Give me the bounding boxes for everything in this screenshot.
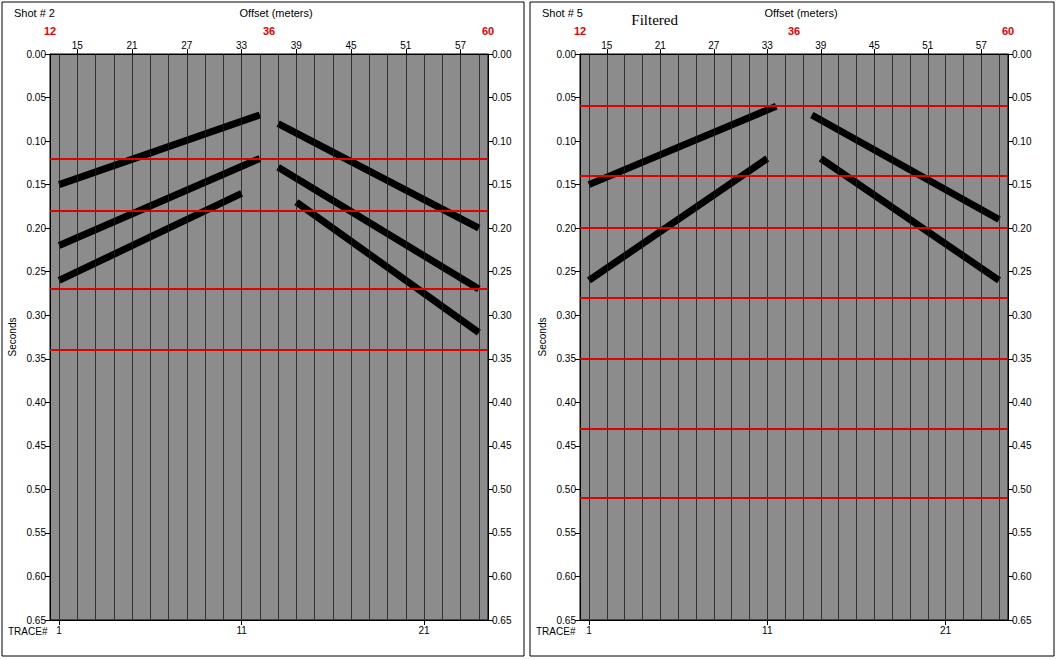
svg-text:33: 33 xyxy=(762,40,774,51)
svg-text:36: 36 xyxy=(788,25,800,37)
svg-text:0.30: 0.30 xyxy=(492,310,512,321)
svg-text:0.05: 0.05 xyxy=(27,92,47,103)
svg-text:0.55: 0.55 xyxy=(492,527,512,538)
svg-text:Offset (meters): Offset (meters) xyxy=(765,7,838,19)
svg-text:21: 21 xyxy=(940,625,952,636)
svg-text:11: 11 xyxy=(762,625,773,636)
svg-text:0.60: 0.60 xyxy=(1012,571,1032,582)
svg-text:1: 1 xyxy=(586,625,592,636)
svg-text:0.60: 0.60 xyxy=(557,571,577,582)
svg-text:0.25: 0.25 xyxy=(27,266,47,277)
svg-text:0.50: 0.50 xyxy=(492,484,512,495)
svg-text:0.45: 0.45 xyxy=(492,440,512,451)
svg-text:1: 1 xyxy=(56,625,62,636)
svg-text:0.15: 0.15 xyxy=(557,179,577,190)
svg-text:0.15: 0.15 xyxy=(27,179,47,190)
svg-text:60: 60 xyxy=(482,25,494,37)
svg-text:0.20: 0.20 xyxy=(1012,223,1032,234)
svg-text:0.05: 0.05 xyxy=(1012,92,1032,103)
svg-text:0.15: 0.15 xyxy=(492,179,512,190)
svg-text:0.40: 0.40 xyxy=(492,397,512,408)
svg-text:0.05: 0.05 xyxy=(557,92,577,103)
svg-text:0.60: 0.60 xyxy=(27,571,47,582)
svg-text:60: 60 xyxy=(1002,25,1014,37)
svg-text:0.20: 0.20 xyxy=(557,223,577,234)
svg-text:Offset (meters): Offset (meters) xyxy=(240,7,313,19)
svg-text:0.30: 0.30 xyxy=(1012,310,1032,321)
svg-text:36: 36 xyxy=(263,25,275,37)
svg-text:0.50: 0.50 xyxy=(557,484,577,495)
svg-text:Shot # 5: Shot # 5 xyxy=(542,7,583,19)
svg-text:0.25: 0.25 xyxy=(492,266,512,277)
svg-text:0.65: 0.65 xyxy=(557,615,577,626)
svg-text:Seconds: Seconds xyxy=(537,318,548,357)
svg-text:0.00: 0.00 xyxy=(27,49,47,60)
svg-text:0.35: 0.35 xyxy=(27,353,47,364)
svg-text:0.35: 0.35 xyxy=(492,353,512,364)
svg-text:TRACE#: TRACE# xyxy=(8,626,48,637)
svg-text:15: 15 xyxy=(72,40,84,51)
svg-text:0.65: 0.65 xyxy=(492,615,512,626)
svg-text:0.00: 0.00 xyxy=(492,49,512,60)
svg-text:0.30: 0.30 xyxy=(27,310,47,321)
svg-text:12: 12 xyxy=(44,25,56,37)
svg-text:0.45: 0.45 xyxy=(27,440,47,451)
svg-text:Shot # 2: Shot # 2 xyxy=(14,7,55,19)
svg-text:21: 21 xyxy=(655,40,667,51)
svg-text:0.10: 0.10 xyxy=(557,136,577,147)
svg-text:15: 15 xyxy=(601,40,613,51)
svg-text:27: 27 xyxy=(708,40,720,51)
svg-text:0.20: 0.20 xyxy=(27,223,47,234)
svg-text:0.05: 0.05 xyxy=(492,92,512,103)
svg-text:57: 57 xyxy=(455,40,467,51)
svg-text:0.40: 0.40 xyxy=(557,397,577,408)
svg-text:0.50: 0.50 xyxy=(1012,484,1032,495)
svg-text:0.10: 0.10 xyxy=(1012,136,1032,147)
svg-text:0.15: 0.15 xyxy=(1012,179,1032,190)
svg-text:0.65: 0.65 xyxy=(27,615,47,626)
svg-text:0.25: 0.25 xyxy=(557,266,577,277)
svg-text:0.55: 0.55 xyxy=(27,527,47,538)
svg-text:0.50: 0.50 xyxy=(27,484,47,495)
svg-text:39: 39 xyxy=(291,40,303,51)
svg-text:0.00: 0.00 xyxy=(1012,49,1032,60)
svg-text:0.35: 0.35 xyxy=(1012,353,1032,364)
svg-text:Filtered: Filtered xyxy=(631,12,678,28)
svg-text:33: 33 xyxy=(236,40,248,51)
svg-text:0.35: 0.35 xyxy=(557,353,577,364)
svg-text:45: 45 xyxy=(346,40,358,51)
svg-text:51: 51 xyxy=(922,40,934,51)
svg-text:0.10: 0.10 xyxy=(27,136,47,147)
svg-text:0.65: 0.65 xyxy=(1012,615,1032,626)
svg-text:21: 21 xyxy=(127,40,139,51)
svg-text:0.40: 0.40 xyxy=(27,397,47,408)
svg-text:51: 51 xyxy=(400,40,412,51)
svg-text:TRACE#: TRACE# xyxy=(536,626,576,637)
svg-text:12: 12 xyxy=(574,25,586,37)
svg-text:Seconds: Seconds xyxy=(7,318,18,357)
svg-text:0.55: 0.55 xyxy=(1012,527,1032,538)
svg-text:0.60: 0.60 xyxy=(492,571,512,582)
svg-text:0.10: 0.10 xyxy=(492,136,512,147)
svg-text:0.40: 0.40 xyxy=(1012,397,1032,408)
svg-text:0.20: 0.20 xyxy=(492,223,512,234)
svg-text:27: 27 xyxy=(181,40,193,51)
svg-text:11: 11 xyxy=(236,625,247,636)
svg-text:21: 21 xyxy=(419,625,431,636)
svg-text:0.45: 0.45 xyxy=(557,440,577,451)
svg-text:0.00: 0.00 xyxy=(557,49,577,60)
svg-text:0.25: 0.25 xyxy=(1012,266,1032,277)
svg-text:0.30: 0.30 xyxy=(557,310,577,321)
svg-text:0.45: 0.45 xyxy=(1012,440,1032,451)
svg-text:45: 45 xyxy=(869,40,881,51)
svg-text:39: 39 xyxy=(815,40,827,51)
svg-text:0.55: 0.55 xyxy=(557,527,577,538)
svg-text:57: 57 xyxy=(976,40,988,51)
